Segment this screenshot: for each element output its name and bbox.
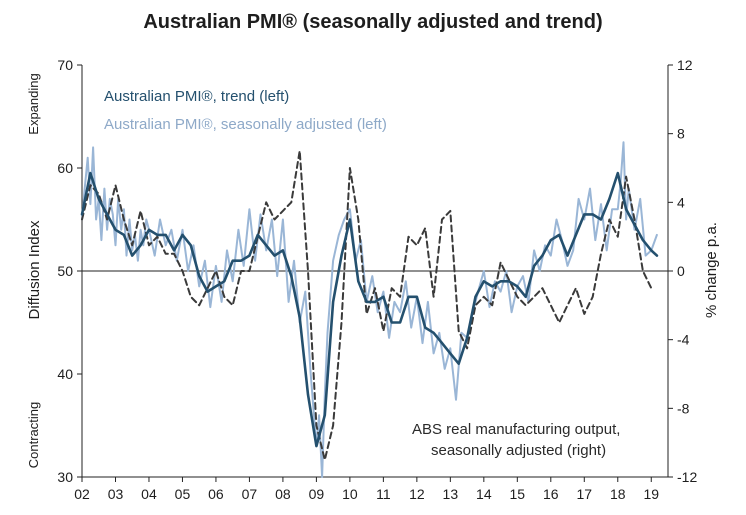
left-y-tick-label: 70 [57, 57, 73, 73]
right-axis-label: % change p.a. [703, 222, 720, 318]
x-tick-label: 13 [443, 486, 459, 502]
x-tick-label: 03 [108, 486, 124, 502]
expanding-label: Expanding [26, 73, 41, 134]
x-tick-label: 06 [208, 486, 224, 502]
right-y-tick-label: -4 [677, 332, 690, 348]
x-tick-label: 05 [175, 486, 191, 502]
left-y-tick-label: 30 [57, 469, 73, 485]
annotation-line-1: ABS real manufacturing output, [412, 421, 620, 438]
annotation-line-2: seasonally adjusted (right) [431, 442, 606, 459]
series-layer [80, 141, 659, 478]
left-y-tick-label: 60 [57, 160, 73, 176]
x-tick-label: 19 [643, 486, 659, 502]
right-y-tick-label: 4 [677, 194, 685, 210]
contracting-label: Contracting [26, 402, 41, 468]
right-y-tick-label: 8 [677, 126, 685, 142]
left-axis-label: Diffusion Index [26, 220, 43, 319]
x-tick-label: 08 [275, 486, 291, 502]
x-tick-label: 02 [74, 486, 90, 502]
x-tick-label: 10 [342, 486, 358, 502]
legend-seasonally-adjusted: Australian PMI®, seasonally adjusted (le… [104, 116, 387, 133]
left-y-tick-label: 50 [57, 263, 73, 279]
x-tick-label: 17 [576, 486, 592, 502]
legend-trend: Australian PMI®, trend (left) [104, 88, 289, 105]
x-tick-label: 12 [409, 486, 425, 502]
series-pmi-trend [80, 171, 659, 448]
x-tick-label: 09 [309, 486, 325, 502]
x-tick-label: 14 [476, 486, 492, 502]
x-tick-label: 16 [543, 486, 559, 502]
chart-title: Australian PMI® (seasonally adjusted and… [143, 11, 602, 33]
series-pmi-seasonally-adjusted [81, 141, 658, 478]
x-tick-label: 04 [141, 486, 157, 502]
right-y-tick-label: 12 [677, 57, 693, 73]
x-tick-label: 18 [610, 486, 626, 502]
left-y-tick-label: 40 [57, 366, 73, 382]
series-manufacturing-output [81, 149, 653, 461]
right-y-tick-label: 0 [677, 263, 685, 279]
x-tick-label: 15 [510, 486, 526, 502]
right-y-tick-label: -8 [677, 400, 690, 416]
x-tick-label: 11 [376, 486, 391, 502]
right-y-tick-label: -12 [677, 469, 697, 485]
x-tick-label: 07 [242, 486, 258, 502]
